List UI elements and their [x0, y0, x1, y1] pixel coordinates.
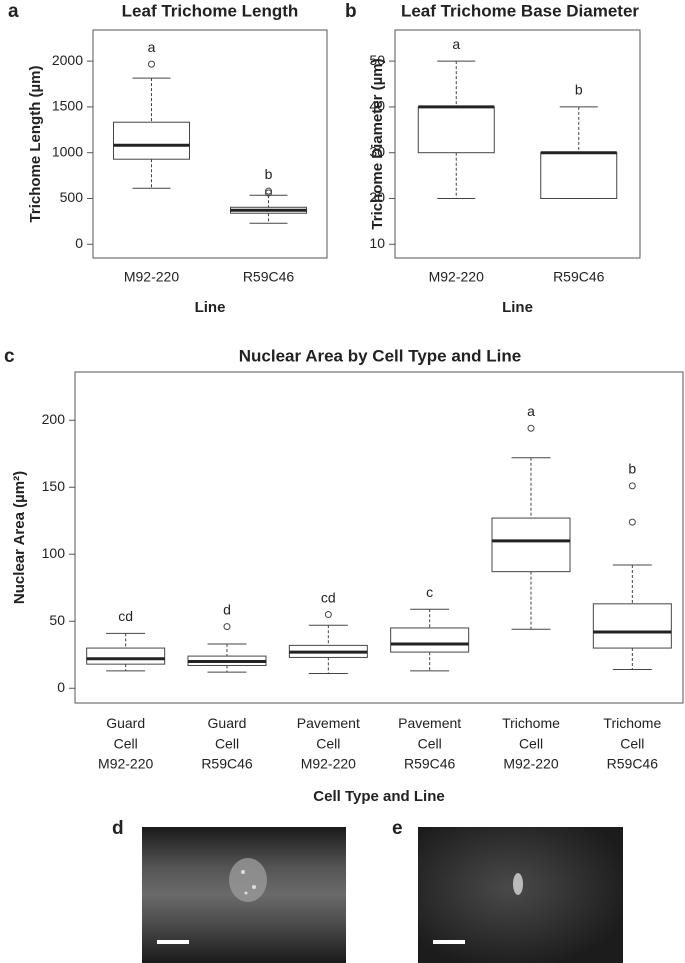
y-tick-label: 20 — [369, 189, 385, 205]
y-tick-label: 10 — [369, 235, 385, 251]
box — [113, 121, 190, 160]
outlier — [265, 187, 272, 195]
significance-letter: b — [265, 166, 273, 182]
outlier — [148, 60, 155, 68]
x-tick-label: M92-220 — [429, 269, 484, 285]
box — [417, 106, 495, 154]
y-tick-label: 0 — [57, 679, 65, 695]
x-axis-label: Cell Type and Line — [313, 788, 444, 805]
y-tick-label: 1500 — [52, 98, 83, 114]
outlier — [628, 518, 636, 526]
chart-title: Leaf Trichome Base Diameter — [401, 1, 639, 20]
y-tick-label: 50 — [369, 52, 385, 68]
x-tick-label: Trichome Cell R59C46 — [603, 715, 661, 772]
y-tick-label: 0 — [75, 235, 83, 251]
x-tick-label: Pavement Cell M92-220 — [297, 715, 360, 772]
plot-frame — [92, 29, 328, 259]
image-e — [418, 827, 623, 963]
x-tick-label: Trichome Cell M92-220 — [502, 715, 560, 772]
x-tick-label: R59C46 — [243, 269, 295, 285]
chart-title: Leaf Trichome Length — [122, 1, 299, 20]
y-tick-label: 30 — [369, 143, 385, 159]
y-tick-label: 1000 — [52, 143, 83, 159]
panel-label: a — [8, 1, 19, 22]
box — [491, 517, 571, 573]
y-axis-label: Trichome Length (µm) — [27, 66, 44, 223]
y-axis-label: Nuclear Area (µm²) — [11, 471, 28, 604]
x-axis-label: Line — [502, 299, 533, 316]
panel-label: c — [4, 346, 15, 367]
y-tick-label: 150 — [42, 478, 66, 494]
image-d — [142, 827, 346, 963]
panel-label: b — [345, 1, 357, 22]
significance-letter: a — [148, 39, 156, 55]
y-tick-label: 2000 — [52, 52, 83, 68]
outlier — [324, 611, 332, 619]
box — [390, 627, 470, 653]
chart-title: Nuclear Area by Cell Type and Line — [239, 346, 521, 365]
significance-letter: c — [426, 584, 433, 600]
y-tick-label: 500 — [60, 189, 84, 205]
panel-label: e — [392, 818, 403, 839]
box — [540, 152, 618, 199]
x-tick-label: M92-220 — [124, 269, 179, 285]
significance-letter: b — [628, 461, 636, 477]
y-tick-label: 40 — [369, 98, 385, 114]
x-tick-label: Guard Cell R59C46 — [201, 715, 253, 772]
significance-letter: a — [527, 403, 535, 419]
box — [86, 647, 166, 665]
y-tick-label: 50 — [49, 612, 65, 628]
significance-letter: d — [223, 601, 231, 617]
outlier — [527, 424, 535, 432]
y-tick-label: 100 — [42, 545, 66, 561]
significance-letter: cd — [118, 608, 133, 624]
plot-frame — [74, 371, 684, 704]
panel-label: d — [112, 818, 124, 839]
plot-frame — [394, 29, 641, 259]
box — [592, 603, 672, 649]
y-axis-label: Trichome Diameter (µm) — [369, 58, 386, 229]
x-tick-label: Guard Cell M92-220 — [98, 715, 153, 772]
outlier — [265, 189, 272, 197]
outlier — [628, 482, 636, 490]
x-tick-label: Pavement Cell R59C46 — [398, 715, 461, 772]
y-tick-label: 200 — [42, 411, 66, 427]
significance-letter: a — [452, 36, 460, 52]
x-axis-label: Line — [195, 299, 226, 316]
x-tick-label: R59C46 — [553, 269, 605, 285]
significance-letter: cd — [321, 589, 336, 605]
significance-letter: b — [575, 82, 583, 98]
outlier — [223, 623, 231, 631]
